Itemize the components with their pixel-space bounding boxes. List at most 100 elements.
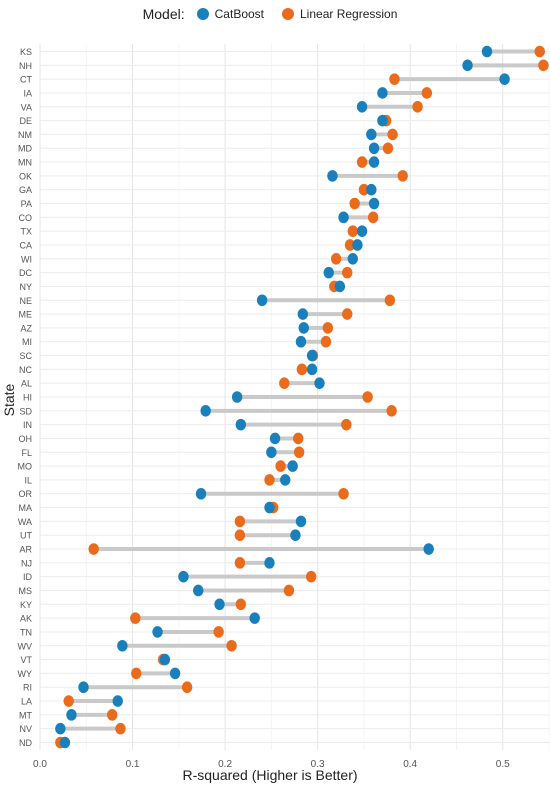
point-catboost xyxy=(169,667,181,680)
point-linear-regression xyxy=(264,474,275,486)
point-linear-regression xyxy=(320,335,332,348)
x-tick-labels: 0.0 0.1 0.2 0.3 0.4 0.5 xyxy=(33,759,510,770)
point-catboost xyxy=(368,156,380,168)
point-linear-regression xyxy=(386,405,397,417)
y-tick-label: OK xyxy=(19,171,32,181)
point-catboost xyxy=(306,349,318,362)
point-linear-regression xyxy=(349,197,360,210)
point-catboost xyxy=(462,59,473,72)
point-linear-regression xyxy=(63,695,74,707)
x-tick-label: 0.3 xyxy=(311,759,325,770)
point-catboost xyxy=(269,432,281,445)
point-linear-regression xyxy=(338,487,349,500)
point-linear-regression xyxy=(213,626,224,638)
point-linear-regression xyxy=(534,45,545,58)
x-tick-label: 0.5 xyxy=(496,759,510,770)
legend-item-linear-regression: Linear Regression xyxy=(282,7,397,21)
y-tick-label: UT xyxy=(20,531,32,541)
y-tick-label: NE xyxy=(19,296,32,306)
y-tick-label: AK xyxy=(20,614,32,624)
legend-title: Model: xyxy=(142,6,185,22)
legend: Model: CatBoost Linear Regression xyxy=(0,4,550,24)
point-catboost xyxy=(78,681,89,694)
y-tick-label: SD xyxy=(19,406,32,416)
point-linear-regression xyxy=(342,308,353,320)
y-tick-label: IA xyxy=(23,88,32,98)
point-catboost xyxy=(352,239,363,251)
point-linear-regression xyxy=(235,598,247,611)
y-tick-label: DC xyxy=(19,268,32,278)
point-catboost xyxy=(235,418,247,431)
point-catboost xyxy=(306,363,318,376)
y-tick-label: FL xyxy=(21,448,32,458)
point-linear-regression xyxy=(387,128,398,141)
point-catboost xyxy=(280,474,291,486)
y-tick-label: OR xyxy=(19,489,33,499)
point-linear-regression xyxy=(322,322,334,334)
point-catboost xyxy=(377,114,388,127)
point-linear-regression xyxy=(234,557,246,569)
y-tick-label: MO xyxy=(18,462,33,472)
y-tick-label: WA xyxy=(18,517,32,527)
y-tick-label: IN xyxy=(23,420,32,430)
point-catboost xyxy=(195,487,207,500)
y-tick-label: CO xyxy=(19,213,33,223)
point-catboost xyxy=(266,446,277,459)
y-tick-label: VT xyxy=(20,655,32,665)
point-linear-regression xyxy=(275,460,286,472)
y-tick-label: WV xyxy=(18,641,33,651)
points xyxy=(55,45,549,749)
point-linear-regression xyxy=(342,266,353,279)
y-tick-label: TN xyxy=(20,627,32,637)
point-catboost xyxy=(66,709,77,721)
y-tick-label: MD xyxy=(18,144,32,154)
legend-label-linear-regression: Linear Regression xyxy=(300,7,398,21)
point-linear-regression xyxy=(397,170,408,182)
point-catboost xyxy=(368,197,380,210)
y-tick-label: WI xyxy=(21,254,32,264)
point-catboost xyxy=(249,612,260,624)
point-catboost xyxy=(152,626,163,638)
y-tick-label: NJ xyxy=(21,558,32,568)
legend-swatch-linear-regression xyxy=(282,8,294,20)
point-linear-regression xyxy=(293,446,305,459)
point-linear-regression xyxy=(382,142,394,155)
point-catboost xyxy=(327,170,338,182)
legend-swatch-catboost xyxy=(196,8,209,20)
y-tick-label: NV xyxy=(19,724,32,734)
x-tick-label: 0.0 xyxy=(33,759,47,770)
point-linear-regression xyxy=(356,156,368,168)
point-catboost xyxy=(200,405,211,417)
y-tick-label: TX xyxy=(20,227,32,237)
legend-label-catboost: CatBoost xyxy=(214,7,264,21)
point-linear-regression xyxy=(283,584,295,597)
point-linear-regression xyxy=(384,294,396,307)
point-linear-regression xyxy=(358,183,370,196)
y-tick-label: SC xyxy=(19,351,32,361)
point-catboost xyxy=(264,501,275,514)
point-catboost xyxy=(290,529,301,541)
y-tick-label: AR xyxy=(19,545,32,555)
y-tick-label: MA xyxy=(19,503,33,513)
y-tick-label: DE xyxy=(19,116,32,126)
y-tick-label: VA xyxy=(21,102,32,112)
point-linear-regression xyxy=(88,543,99,555)
point-catboost xyxy=(264,557,275,569)
point-linear-regression xyxy=(341,418,352,431)
y-tick-label: CA xyxy=(19,240,32,250)
point-catboost xyxy=(298,322,309,334)
point-catboost xyxy=(112,695,123,707)
point-catboost xyxy=(347,252,359,265)
y-tick-label: MI xyxy=(22,337,32,347)
point-catboost xyxy=(366,128,377,141)
point-catboost xyxy=(499,73,510,85)
point-catboost xyxy=(117,639,128,652)
y-tick-label: PA xyxy=(21,199,32,209)
y-tick-label: KS xyxy=(20,47,32,57)
point-catboost xyxy=(314,377,325,389)
point-catboost xyxy=(323,266,334,279)
y-tick-label: AZ xyxy=(20,323,32,333)
point-catboost xyxy=(338,211,349,224)
legend-item-catboost: CatBoost xyxy=(196,7,264,21)
